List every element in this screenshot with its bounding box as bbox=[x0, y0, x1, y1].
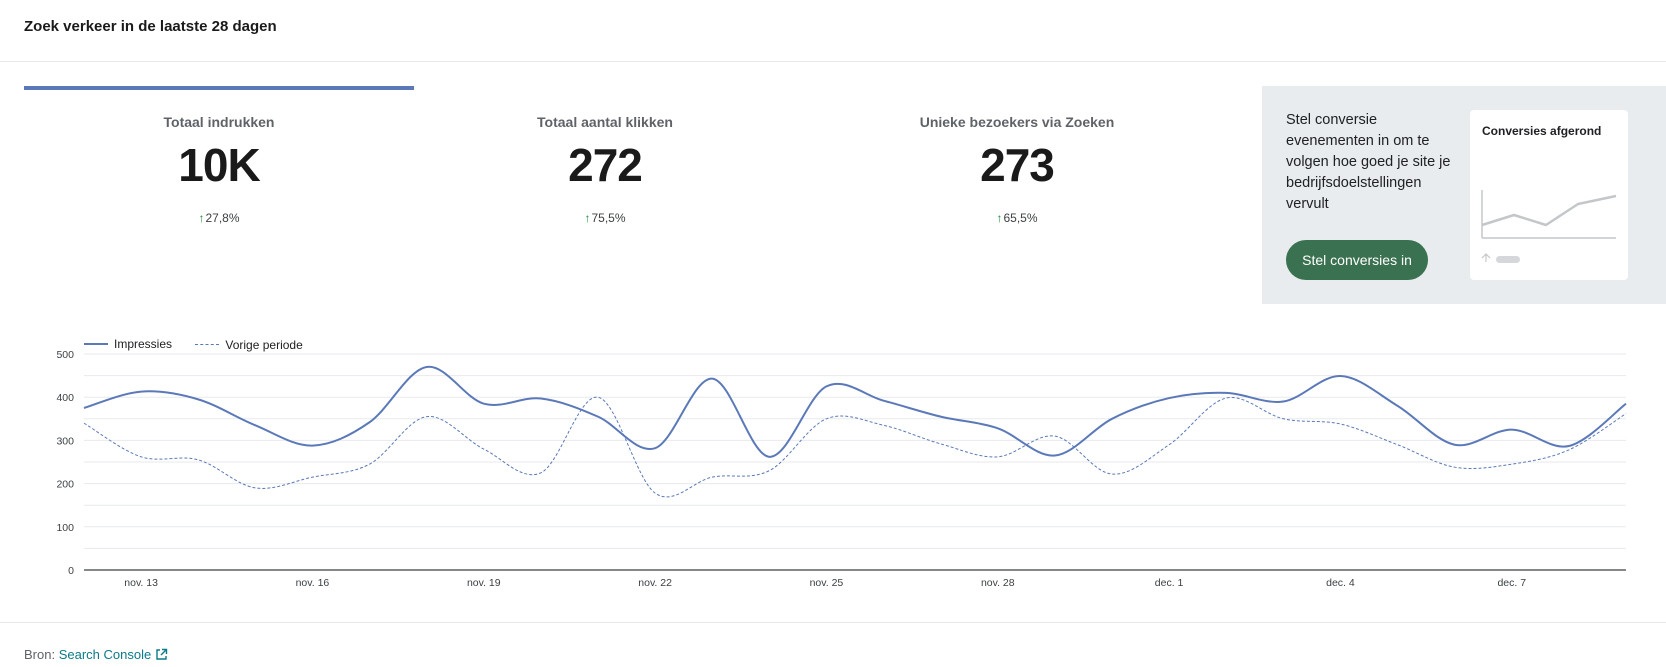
legend-label: Vorige periode bbox=[225, 337, 303, 352]
conversions-preview-card: Conversies afgerond bbox=[1470, 110, 1628, 280]
y-tick-label: 300 bbox=[56, 435, 74, 447]
source-line: Bron: Search Console bbox=[24, 647, 168, 662]
x-tick-label: nov. 16 bbox=[296, 577, 330, 589]
arrow-up-icon: ↑ bbox=[996, 211, 1003, 225]
kpi-delta-value: 27,8% bbox=[205, 211, 240, 225]
legend-swatch-solid bbox=[84, 343, 108, 345]
y-tick-label: 500 bbox=[56, 349, 74, 361]
x-tick-label: nov. 25 bbox=[810, 577, 844, 589]
card-footer: Bron: Search Console bbox=[0, 622, 1666, 667]
y-tick-label: 0 bbox=[68, 565, 74, 577]
source-prefix: Bron: bbox=[24, 647, 56, 662]
kpi-delta: ↑75,5% bbox=[410, 211, 800, 225]
external-link-icon bbox=[156, 648, 168, 660]
legend-item-previous-period[interactable]: Vorige periode bbox=[195, 337, 303, 352]
preview-card-title: Conversies afgerond bbox=[1482, 124, 1602, 138]
kpi-tab-impressions[interactable]: Totaal indrukken 10K ↑27,8% bbox=[24, 86, 414, 286]
kpi-tab-unique-visitors[interactable]: Unieke bezoekers via Zoeken 273 ↑65,5% bbox=[822, 86, 1212, 286]
arrow-up-icon: ↑ bbox=[584, 211, 591, 225]
x-tick-label: dec. 4 bbox=[1326, 577, 1355, 589]
legend-swatch-dashed bbox=[195, 344, 220, 345]
x-tick-label: nov. 13 bbox=[124, 577, 158, 589]
kpi-tab-clicks[interactable]: Totaal aantal klikken 272 ↑75,5% bbox=[410, 86, 800, 286]
line-chart: 0 100 200 300 400 500 nov. 13 nov. 16 nov. 19 nov… bbox=[56, 349, 1627, 589]
x-tick-label: nov. 22 bbox=[638, 577, 672, 589]
kpi-value: 273 bbox=[980, 139, 1055, 191]
card-header: Zoek verkeer in de laatste 28 dagen bbox=[0, 0, 1666, 62]
active-tab-indicator bbox=[24, 86, 414, 90]
kpi-value: 10K bbox=[178, 139, 260, 191]
legend-label: Impressies bbox=[114, 337, 173, 351]
series-line-previous-period bbox=[83, 396, 1627, 498]
kpi-delta: ↑65,5% bbox=[822, 211, 1212, 225]
kpi-label: Totaal indrukken bbox=[163, 114, 275, 130]
chart-legend: Impressies Vorige periode bbox=[84, 334, 323, 352]
kpi-delta: ↑27,8% bbox=[24, 211, 414, 225]
source-link-label: Search Console bbox=[58, 647, 152, 662]
x-tick-label: dec. 7 bbox=[1497, 577, 1526, 589]
search-traffic-chart: 0 100 200 300 400 500 nov. 13 nov. 16 nov. 19 nov… bbox=[0, 330, 1666, 595]
setup-conversions-button[interactable]: Stel conversies in bbox=[1286, 240, 1428, 280]
x-tick-label: nov. 28 bbox=[981, 577, 1015, 589]
y-tick-label: 400 bbox=[56, 392, 74, 404]
kpi-label: Unieke bezoekers via Zoeken bbox=[919, 114, 1115, 130]
kpi-label: Totaal aantal klikken bbox=[537, 114, 673, 130]
kpi-delta-value: 75,5% bbox=[591, 211, 626, 225]
kpi-value: 272 bbox=[568, 139, 643, 191]
kpi-tabs: Totaal indrukken 10K ↑27,8% Totaal aanta… bbox=[24, 86, 1264, 286]
arrow-up-icon: ↑ bbox=[198, 211, 205, 225]
page-title: Zoek verkeer in de laatste 28 dagen bbox=[24, 18, 277, 35]
series-line-impressions bbox=[83, 365, 1627, 458]
x-tick-label: dec. 1 bbox=[1155, 577, 1184, 589]
search-console-link[interactable]: Search Console bbox=[59, 647, 169, 662]
kpi-delta-value: 65,5% bbox=[1003, 211, 1038, 225]
y-tick-label: 200 bbox=[56, 479, 74, 491]
x-tick-label: nov. 19 bbox=[467, 577, 501, 589]
y-tick-label: 100 bbox=[56, 522, 74, 534]
conversion-promo: Stel conversie evenementen in om te volg… bbox=[1262, 86, 1666, 304]
preview-sparkline-illustration bbox=[1481, 190, 1617, 263]
legend-item-impressions[interactable]: Impressies bbox=[84, 337, 172, 351]
promo-text: Stel conversie evenementen in om te volg… bbox=[1286, 112, 1451, 212]
